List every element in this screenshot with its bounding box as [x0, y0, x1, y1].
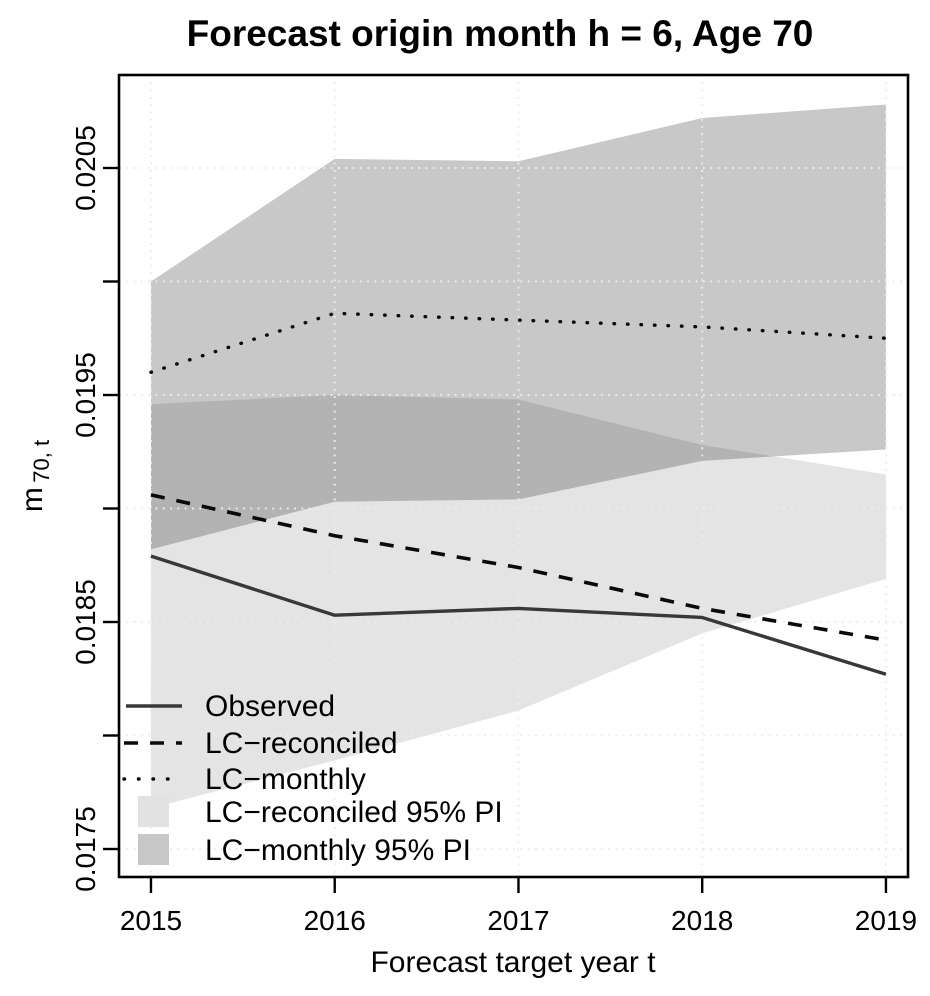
legend-key-lc-reconciled-95-pi-swatch: [138, 796, 169, 827]
line-lc-monthly: [149, 311, 888, 375]
grid-lines: [119, 75, 908, 877]
line-observed: [150, 554, 887, 676]
y-tick-label: 0.0205: [70, 125, 101, 211]
data-lines: [149, 311, 888, 676]
x-tick-label: 2016: [304, 905, 366, 936]
y-tick-label: 0.0185: [70, 579, 101, 665]
y-tick-label: 0.0195: [70, 352, 101, 438]
y-tick-label: 0.0175: [70, 806, 101, 892]
legend-entry: LC−monthly 95% PI: [138, 834, 471, 867]
legend-key-lc-monthly-95-pi-swatch: [138, 834, 169, 865]
x-axis-title: Forecast target year t: [370, 946, 656, 979]
x-tick-label: 2015: [120, 905, 182, 936]
legend-entry: LC−reconciled: [124, 727, 398, 760]
plot-frame: [117, 73, 910, 879]
legend-label: Observed: [205, 690, 335, 723]
x-tick-label: 2018: [671, 905, 733, 936]
y-axis-title-subscript: 70, t: [29, 440, 54, 483]
line-lc-reconciled: [150, 493, 887, 642]
legend-label: LC−reconciled 95% PI: [205, 796, 503, 829]
x-tick-label: 2017: [487, 905, 549, 936]
legend-label: LC−reconciled: [205, 727, 398, 760]
legend-label: LC−monthly 95% PI: [205, 834, 471, 867]
band-lc-monthly-95-pi: [150, 104, 886, 550]
plot-border: [117, 73, 910, 879]
y-axis-title: m 70, t: [16, 440, 54, 512]
axis-tick-labels: 2015 2016 2017 2018 2019 0.0175 0.0185 0.0195 0.…: [70, 125, 917, 936]
legend-entry: Observed: [126, 690, 335, 723]
legend-entry: LC−monthly: [122, 763, 366, 796]
x-tick-label: 2019: [855, 905, 917, 936]
legend-label: LC−monthly: [205, 763, 366, 796]
axis-ticks: [103, 166, 888, 893]
chart-title: Forecast origin month h = 6, Age 70: [187, 13, 814, 54]
legend-entry: LC−reconciled 95% PI: [138, 796, 503, 829]
legend: Observed LC−reconciledLC−monthlyLC−reconc…: [122, 690, 503, 867]
y-axis-title-base: m: [16, 487, 49, 512]
